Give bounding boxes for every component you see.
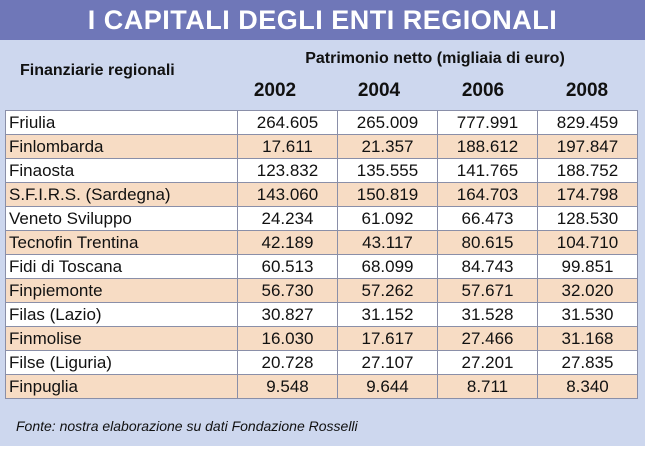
year-header-2002: 2002 <box>253 80 297 101</box>
table-row: S.F.I.R.S. (Sardegna) 143.060 150.819 164.7… <box>5 182 638 207</box>
value-cell-2008: 8.340 <box>537 374 638 399</box>
value-cell-2004: 17.617 <box>337 326 438 351</box>
value-cell-2006: 31.528 <box>437 302 538 327</box>
value-cell-2008: 31.530 <box>537 302 638 327</box>
table-row: Filas (Lazio) 30.827 31.152 31.528 31.530 <box>5 302 638 327</box>
region-name-cell: Friulia <box>5 110 238 135</box>
value-cell-2002: 42.189 <box>237 230 338 255</box>
value-cell-2006: 164.703 <box>437 182 538 207</box>
value-cell-2004: 150.819 <box>337 182 438 207</box>
value-cell-2006: 188.612 <box>437 134 538 159</box>
value-cell-2002: 56.730 <box>237 278 338 303</box>
value-cell-2008: 104.710 <box>537 230 638 255</box>
value-cell-2008: 128.530 <box>537 206 638 231</box>
region-name-cell: Finpuglia <box>5 374 238 399</box>
value-cell-2006: 8.711 <box>437 374 538 399</box>
value-cell-2008: 197.847 <box>537 134 638 159</box>
value-cell-2002: 24.234 <box>237 206 338 231</box>
value-cell-2008: 31.168 <box>537 326 638 351</box>
value-cell-2008: 99.851 <box>537 254 638 279</box>
year-header-2006: 2006 <box>461 80 505 101</box>
table-row: Filse (Liguria) 20.728 27.107 27.201 27.835 <box>5 350 638 375</box>
value-cell-2002: 30.827 <box>237 302 338 327</box>
year-header-2008: 2008 <box>565 80 609 101</box>
value-cell-2006: 80.615 <box>437 230 538 255</box>
value-cell-2004: 21.357 <box>337 134 438 159</box>
table-row: Veneto Sviluppo 24.234 61.092 66.473 128.530 <box>5 206 638 231</box>
value-cell-2004: 265.009 <box>337 110 438 135</box>
value-cell-2004: 61.092 <box>337 206 438 231</box>
row-header-label: Finanziarie regionali <box>20 62 175 79</box>
table-row: Finlombarda 17.611 21.357 188.612 197.847 <box>5 134 638 159</box>
region-name-cell: Finaosta <box>5 158 238 183</box>
value-cell-2002: 123.832 <box>237 158 338 183</box>
region-name-cell: S.F.I.R.S. (Sardegna) <box>5 182 238 207</box>
region-name-cell: Finlombarda <box>5 134 238 159</box>
value-cell-2006: 27.466 <box>437 326 538 351</box>
source-note: Fonte: nostra elaborazione su dati Fonda… <box>16 418 358 434</box>
table-row: Tecnofin Trentina 42.189 43.117 80.615 104.7… <box>5 230 638 255</box>
value-cell-2002: 17.611 <box>237 134 338 159</box>
value-cell-2004: 27.107 <box>337 350 438 375</box>
value-cell-2008: 829.459 <box>537 110 638 135</box>
value-cell-2008: 188.752 <box>537 158 638 183</box>
value-cell-2004: 57.262 <box>337 278 438 303</box>
value-cell-2002: 16.030 <box>237 326 338 351</box>
year-header-2004: 2004 <box>357 80 401 101</box>
table-row: Finpuglia 9.548 9.644 8.711 8.340 <box>5 374 638 399</box>
value-cell-2008: 32.020 <box>537 278 638 303</box>
value-cell-2004: 135.555 <box>337 158 438 183</box>
value-cell-2002: 20.728 <box>237 350 338 375</box>
value-cell-2004: 9.644 <box>337 374 438 399</box>
region-name-cell: Tecnofin Trentina <box>5 230 238 255</box>
table-row: Friulia 264.605 265.009 777.991 829.459 <box>5 110 638 135</box>
value-cell-2006: 66.473 <box>437 206 538 231</box>
value-cell-2002: 143.060 <box>237 182 338 207</box>
region-name-cell: Finpiemonte <box>5 278 238 303</box>
region-name-cell: Veneto Sviluppo <box>5 206 238 231</box>
table-row: Finaosta 123.832 135.555 141.765 188.752 <box>5 158 638 183</box>
value-cell-2006: 27.201 <box>437 350 538 375</box>
region-name-cell: Filse (Liguria) <box>5 350 238 375</box>
column-group-label: Patrimonio netto (migliaia di euro) <box>305 50 565 67</box>
value-cell-2008: 174.798 <box>537 182 638 207</box>
value-cell-2006: 141.765 <box>437 158 538 183</box>
value-cell-2006: 777.991 <box>437 110 538 135</box>
value-cell-2002: 264.605 <box>237 110 338 135</box>
region-name-cell: Fidi di Toscana <box>5 254 238 279</box>
table-row: Fidi di Toscana 60.513 68.099 84.743 99.851 <box>5 254 638 279</box>
region-name-cell: Filas (Lazio) <box>5 302 238 327</box>
data-table: Friulia 264.605 265.009 777.991 829.459 Finlo… <box>5 110 638 399</box>
value-cell-2002: 9.548 <box>237 374 338 399</box>
value-cell-2004: 31.152 <box>337 302 438 327</box>
value-cell-2008: 27.835 <box>537 350 638 375</box>
value-cell-2002: 60.513 <box>237 254 338 279</box>
value-cell-2006: 84.743 <box>437 254 538 279</box>
value-cell-2006: 57.671 <box>437 278 538 303</box>
value-cell-2004: 43.117 <box>337 230 438 255</box>
table-row: Finpiemonte 56.730 57.262 57.671 32.020 <box>5 278 638 303</box>
page-title: I CAPITALI DEGLI ENTI REGIONALI <box>0 0 645 40</box>
table-row: Finmolise 16.030 17.617 27.466 31.168 <box>5 326 638 351</box>
value-cell-2004: 68.099 <box>337 254 438 279</box>
region-name-cell: Finmolise <box>5 326 238 351</box>
